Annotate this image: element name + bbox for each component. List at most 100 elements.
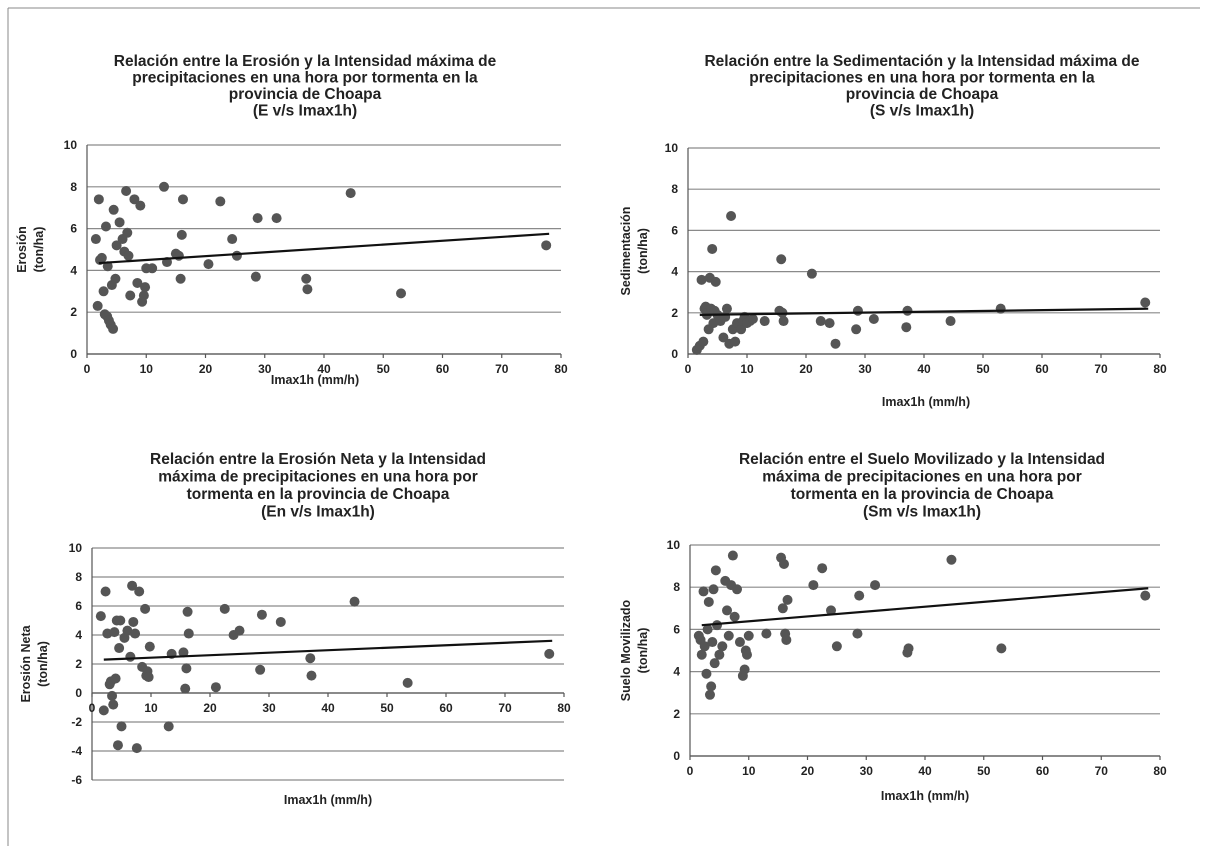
data-point — [824, 318, 835, 329]
data-point — [96, 252, 107, 263]
data-point — [815, 316, 826, 327]
chart-title-line: (E v/s Imax1h) — [253, 103, 357, 120]
data-point — [698, 586, 709, 597]
data-point — [729, 611, 740, 622]
x-tick-label: 60 — [1035, 362, 1049, 376]
data-point — [134, 586, 145, 597]
y-tick-label: -2 — [71, 715, 82, 729]
chart-title-line: (Sm v/s Imax1h) — [863, 504, 981, 521]
data-point — [175, 273, 186, 284]
data-point — [779, 558, 789, 569]
data-point — [93, 194, 104, 205]
y-tick-label: -6 — [71, 773, 82, 787]
y-tick-label: 2 — [70, 305, 77, 319]
data-point — [852, 628, 863, 639]
x-tick-label: 50 — [977, 764, 991, 778]
x-axis-label: Imax1h (mm/h) — [271, 373, 359, 387]
x-tick-label: 30 — [860, 764, 874, 778]
data-point — [696, 649, 707, 660]
x-tick-label: 20 — [203, 701, 217, 715]
data-point — [255, 664, 266, 675]
y-axis-label-line: (ton/ha) — [36, 641, 50, 687]
data-point — [707, 637, 718, 648]
data-point — [1140, 297, 1151, 308]
x-tick-label: 0 — [89, 701, 96, 715]
trend-line — [699, 307, 1149, 316]
chart-title-line: tormenta en la provincia de Choapa — [187, 486, 450, 503]
y-tick-label: 2 — [673, 707, 680, 721]
data-point — [140, 282, 151, 293]
data-point — [210, 682, 221, 693]
data-point — [130, 628, 141, 639]
trend-line — [98, 232, 550, 265]
x-tick-label: 80 — [554, 362, 568, 376]
data-point — [90, 234, 101, 245]
y-tick-label: 0 — [671, 347, 678, 361]
data-point — [782, 594, 793, 605]
y-axis-label-line: Erosión — [15, 226, 29, 273]
y-tick-label: -4 — [71, 744, 82, 758]
data-point — [851, 324, 862, 335]
y-tick-label: 8 — [75, 570, 82, 584]
chart-title-line: precipitaciones en una hora por tormenta… — [749, 70, 1095, 87]
x-axis-label: Imax1h (mm/h) — [881, 789, 969, 803]
x-tick-label: 80 — [557, 701, 571, 715]
data-point — [140, 603, 151, 614]
y-tick-label: 8 — [673, 580, 680, 594]
x-axis-label: Imax1h (mm/h) — [882, 395, 970, 409]
data-point — [396, 288, 407, 299]
y-tick-label: 4 — [671, 265, 678, 279]
data-point — [183, 628, 194, 639]
data-point — [227, 234, 238, 245]
data-point — [703, 596, 714, 607]
y-tick-label: 2 — [75, 657, 82, 671]
x-tick-label: 10 — [742, 764, 756, 778]
data-point — [777, 603, 788, 614]
data-point — [163, 721, 174, 732]
data-point — [739, 664, 750, 675]
data-point — [732, 584, 742, 595]
data-point — [710, 276, 721, 287]
y-axis-label-line: Suelo Movilizado — [619, 599, 633, 701]
x-tick-label: 70 — [498, 701, 512, 715]
x-tick-label: 40 — [317, 362, 331, 376]
data-point — [147, 263, 158, 274]
x-tick-label: 40 — [321, 701, 335, 715]
data-point — [736, 324, 747, 335]
data-point — [544, 648, 555, 659]
chart-2: Relación entre la Sedimentación y la Int… — [619, 53, 1167, 409]
data-point — [730, 336, 741, 347]
x-tick-label: 20 — [799, 362, 813, 376]
data-point — [776, 254, 787, 265]
data-point — [901, 322, 912, 333]
data-point — [302, 284, 313, 295]
chart-title-line: (S v/s Imax1h) — [870, 103, 974, 120]
data-point — [114, 217, 125, 228]
data-point — [177, 194, 188, 205]
x-tick-label: 80 — [1153, 362, 1167, 376]
data-point — [203, 259, 214, 270]
data-point — [727, 550, 738, 561]
data-point — [108, 204, 119, 215]
data-point — [127, 580, 138, 591]
chart-1: Relación entre la Erosión y la Intensida… — [15, 53, 568, 387]
y-tick-label: 4 — [75, 628, 82, 642]
data-point — [109, 627, 120, 638]
data-point — [100, 586, 111, 597]
chart-title-line: Relación entre la Erosión Neta y la Inte… — [150, 451, 486, 468]
y-tick-label: 8 — [671, 182, 678, 196]
data-point — [714, 649, 725, 660]
data-point — [178, 647, 189, 658]
data-point — [1140, 590, 1151, 601]
data-point — [868, 313, 879, 324]
x-tick-label: 40 — [917, 362, 931, 376]
trend-line — [701, 587, 1149, 627]
y-tick-label: 4 — [70, 263, 77, 277]
data-point — [741, 649, 752, 660]
data-point — [708, 584, 719, 595]
data-point — [143, 672, 154, 683]
x-tick-label: 70 — [495, 362, 509, 376]
data-point — [129, 194, 140, 205]
x-axis-label: Imax1h (mm/h) — [284, 793, 372, 807]
